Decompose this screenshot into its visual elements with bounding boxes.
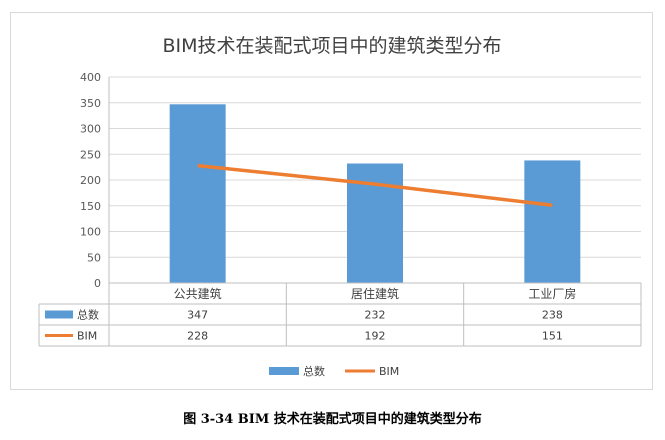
category-label: 居住建筑 [351, 286, 399, 301]
bar [169, 104, 226, 283]
y-tick-label: 350 [80, 97, 101, 110]
y-tick-label: 0 [94, 277, 101, 290]
figure-caption: 图 3-34 BIM 技术在装配式项目中的建筑类型分布 [183, 412, 482, 427]
chart-frame: BIM技术在装配式项目中的建筑类型分布 0 50 100 150 200 250 300 35… [10, 12, 653, 390]
chart-svg: BIM技术在装配式项目中的建筑类型分布 0 50 100 150 200 250 300 35… [38, 35, 642, 378]
legend-label: 总数 [303, 364, 325, 378]
table-series-name: 总数 [77, 308, 99, 322]
table-value: 232 [365, 309, 386, 322]
table-value: 228 [187, 330, 208, 343]
table-legend-key-bar [45, 310, 73, 319]
y-tick-label: 150 [80, 200, 101, 213]
legend-label: BIM [379, 365, 399, 378]
y-tick-label: 250 [80, 148, 101, 161]
y-tick-label: 400 [80, 71, 101, 84]
table-value: 347 [187, 309, 208, 322]
table-value: 151 [542, 330, 563, 343]
chart-title: BIM技术在装配式项目中的建筑类型分布 [162, 35, 501, 57]
legend-key-bar [269, 367, 299, 375]
table-value: 192 [365, 330, 386, 343]
y-tick-label: 200 [80, 174, 101, 187]
y-tick-label: 50 [87, 251, 101, 264]
table-value: 238 [542, 309, 563, 322]
category-label: 工业厂房 [528, 286, 576, 301]
table-series-name: BIM [77, 330, 97, 343]
y-tick-label: 100 [80, 226, 101, 239]
category-label: 公共建筑 [174, 286, 222, 301]
y-tick-label: 300 [80, 123, 101, 136]
bar [524, 160, 581, 283]
